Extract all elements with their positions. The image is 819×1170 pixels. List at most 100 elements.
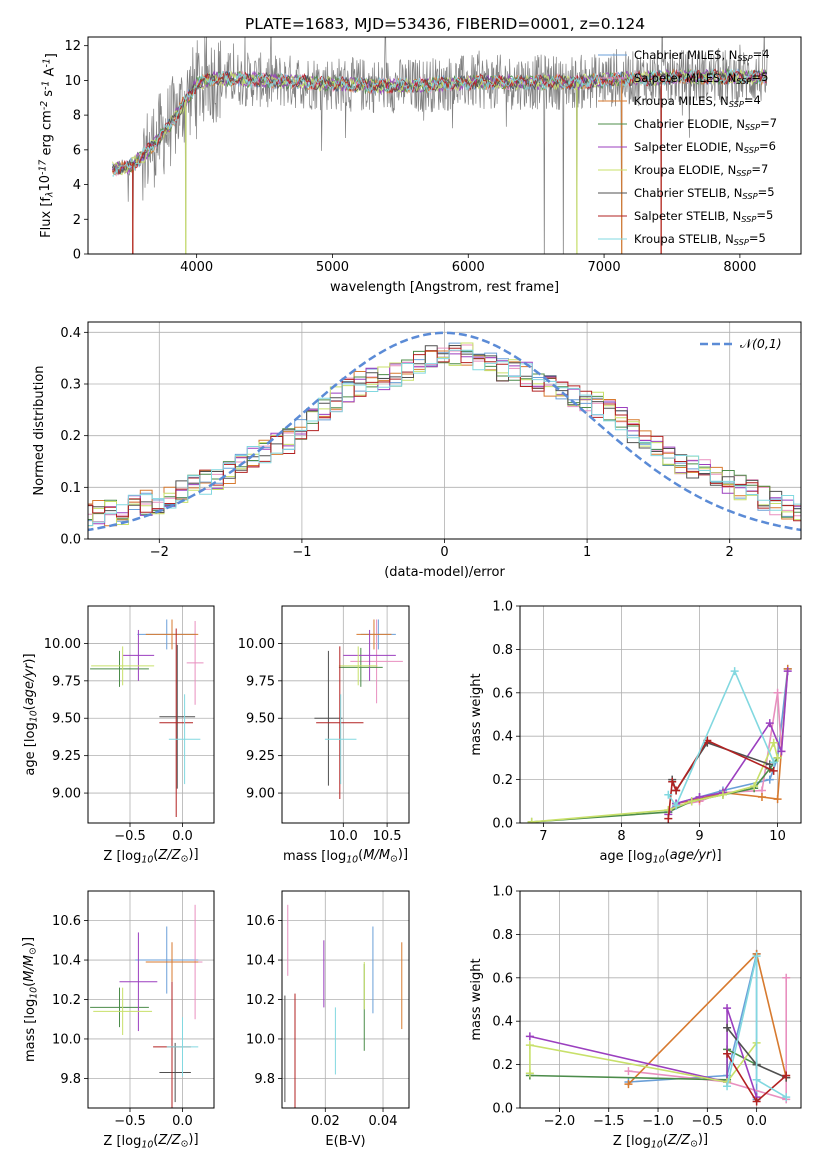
y-tick-label: 1.0 [492,600,513,615]
weight-marker-8 [664,814,673,823]
weight-marker-8 [752,1097,761,1106]
y-tick-label: 10 [64,74,81,89]
weight-marker-9 [769,758,778,767]
y-tick-label: 9.00 [52,787,81,802]
normal-curve [88,331,801,532]
axes-frame [281,890,410,1109]
x-tick-label: 0.0 [172,1114,193,1129]
axes-mass_weight_vs_Z: −2.0 −1.5 −1.0 −0.5 0.0 0.0 0.2 0.4 0.6 0.8 1.0 Z [… [469,885,802,1150]
weight-marker-2 [773,688,782,697]
x-axis-label: Z [log10(Z/Z⊙)] [103,847,198,865]
legend-label-5: Salpeter ELODIE, NSSP=6 [634,139,776,155]
axes-mass_vs_EBV: 0.02 0.04 9.8 10.0 10.2 10.4 10.6 E(B-V) [246,890,410,1149]
x-tick-label: 0.04 [369,1114,398,1129]
weight-marker-5 [783,667,792,676]
weight-marker-5 [525,1032,534,1041]
x-tick-label: 0.0 [172,829,193,844]
y-tick-label: 0.2 [60,429,81,444]
weight-marker-5 [777,747,786,756]
axes-frame [87,890,215,1109]
y-tick-label: 0.0 [492,1102,513,1117]
plot-area-spectrum [111,37,768,254]
y-tick-label: 0.0 [492,817,513,832]
residual-histogram-9 [88,349,801,526]
y-tick-label: 9.75 [52,674,81,689]
x-tick-label: 10 [769,829,786,844]
x-axis-label: age [log10(age/yr)] [599,848,721,865]
y-tick-label: 0.2 [492,773,513,788]
legend-label-7: Chabrier STELIB, NSSP=5 [634,185,775,201]
y-axis-label: age [log10(age/yr)] [22,653,39,775]
weight-marker-3 [624,1080,633,1089]
x-axis-label: Z [log10(Z/Z⊙)] [103,1132,198,1150]
x-tick-label: 7000 [588,260,621,275]
legend-label-4: Chabrier ELODIE, NSSP=7 [634,116,777,132]
weight-marker-8 [769,766,778,775]
residual-histogram-4 [88,350,801,520]
y-axis-label: Flux [fλ10-17 erg cm-2 s-1 A-1] [37,53,59,238]
y-tick-label: 10.4 [52,954,81,969]
y-tick-label: 6 [73,143,81,158]
plot-area-age_vs_Z [90,619,204,818]
x-axis-label: mass [log10(M/M⊙)] [283,847,408,865]
y-tick-label: 0.2 [492,1058,513,1073]
weight-marker-3 [773,795,782,804]
y-tick-label: 9.50 [52,712,81,727]
x-tick-label: −2.0 [544,1114,576,1129]
y-tick-label: 0.3 [60,378,81,393]
axes-mass_weight_vs_age: 7 8 9 10 0.0 0.2 0.4 0.6 0.8 1.0 age [log10(age/yr… [469,600,802,865]
x-tick-label: 10.5 [373,829,402,844]
y-axis-label: Normed distribution [32,365,47,495]
y-tick-label: 10.2 [246,993,275,1008]
weight-marker-8 [672,786,681,795]
x-tick-label: 0 [440,545,448,560]
weight-marker-6 [687,797,696,806]
axes-frame [87,36,802,255]
y-tick-label: 10.00 [238,637,275,652]
plot-area-mass_weight_vs_Z [525,949,791,1106]
residual-histogram-7 [88,345,801,518]
axes-age_vs_Z: −0.5 0.0 9.00 9.25 9.50 9.75 10.00 Z [log10(Z/Z… [22,605,215,865]
y-tick-label: 0 [73,248,81,263]
weight-marker-6 [773,753,782,762]
y-tick-label: 0.4 [492,730,513,745]
x-tick-label: 6000 [452,260,485,275]
weight-marker-9 [672,801,681,810]
weight-marker-6 [525,1041,534,1050]
x-tick-label: 10.0 [329,829,358,844]
y-tick-label: 9.75 [246,674,275,689]
x-axis-label: wavelength [Angstrom, rest frame] [330,280,559,295]
y-tick-label: 9.50 [246,712,275,727]
weight-line-2 [628,977,787,1101]
residual-histogram-2 [88,344,801,522]
weight-marker-7 [723,1023,732,1032]
y-axis-label: mass weight [469,958,484,1040]
weight-marker-6 [769,738,778,747]
y-tick-label: 9.8 [254,1072,275,1087]
y-tick-label: 1.0 [492,885,513,900]
weight-marker-9 [752,952,761,961]
y-tick-label: 0.1 [60,481,81,496]
model-spectrum-9 [112,67,767,177]
x-tick-label: 1 [583,545,591,560]
residual-histogram-8 [88,347,801,522]
weight-marker-1 [765,775,774,784]
plot-area-residual_distribution [88,331,801,532]
figure-title: PLATE=1683, MJD=53436, FIBERID=0001, z=0… [245,15,645,33]
weight-marker-6 [525,1069,534,1078]
legend-label-normal: 𝒩(0,1) [740,336,782,351]
axes-mass_vs_Z: −0.5 0.0 9.8 10.0 10.2 10.4 10.6 Z [log10(Z/Z⊙)… [21,890,215,1150]
y-tick-label: 9.25 [246,749,275,764]
legend-label-9: Kroupa STELIB, NSSP=5 [634,231,766,247]
y-tick-label: 12 [64,39,81,54]
y-tick-label: 9.8 [60,1072,81,1087]
y-tick-label: 10.6 [52,914,81,929]
y-tick-label: 0.8 [492,928,513,943]
weight-marker-2 [782,973,791,982]
x-tick-label: −1.0 [642,1114,674,1129]
x-axis-label: Z [log10(Z/Z⊙)] [613,1132,708,1150]
residual-histogram-6 [88,342,801,527]
weight-marker-8 [723,1049,732,1058]
y-tick-label: 0.8 [492,643,513,658]
